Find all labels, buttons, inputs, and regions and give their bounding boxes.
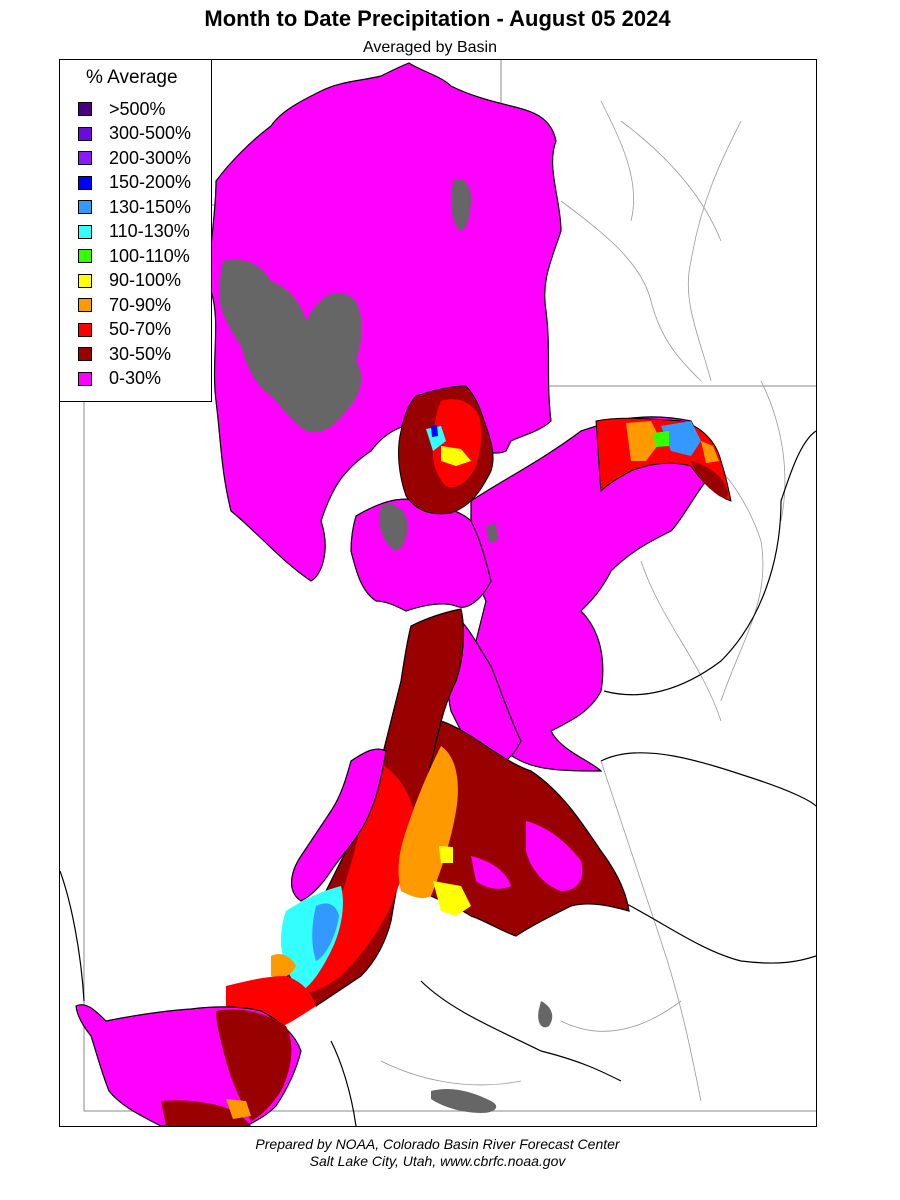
legend-swatch xyxy=(78,298,92,312)
map-credit: Prepared by NOAA, Colorado Basin River F… xyxy=(0,1136,875,1170)
legend-swatch xyxy=(78,371,92,386)
legend-item: 90-100% xyxy=(78,270,181,292)
west-central-basin xyxy=(350,498,492,612)
map-title: Month to Date Precipitation - August 05 … xyxy=(204,6,671,31)
legend-item: 300-500% xyxy=(78,123,191,145)
legend-label: 50-70% xyxy=(109,319,172,339)
legend-swatch xyxy=(78,175,92,190)
legend-label: 110-130% xyxy=(109,221,190,241)
legend-item: 110-130% xyxy=(78,221,190,243)
legend-label: 100-110% xyxy=(109,245,190,266)
legend-label: 30-50% xyxy=(109,343,172,364)
legend-item: 200-300% xyxy=(78,147,191,169)
legend-item: 130-150% xyxy=(78,196,191,218)
legend-swatch xyxy=(78,151,92,165)
legend-item: 70-90% xyxy=(78,294,171,316)
credit-line-1: Prepared by NOAA, Colorado Basin River F… xyxy=(255,1136,620,1152)
legend-item: 30-50% xyxy=(78,343,171,365)
legend-swatch xyxy=(78,224,92,239)
map-subtitle: Averaged by Basin xyxy=(362,39,497,56)
legend-label: 130-150% xyxy=(109,196,192,217)
legend-swatch xyxy=(78,249,92,263)
legend-title: % Average xyxy=(86,67,178,88)
west-ribbon xyxy=(291,748,387,902)
precipitation-map xyxy=(60,60,816,1126)
map-legend: % Average >500% 300-500% 200-300% 150-200% 1… xyxy=(60,60,212,402)
legend-label: 90-100% xyxy=(109,270,182,290)
map-area[interactable]: % Average >500% 300-500% 200-300% 150-200% 1… xyxy=(59,59,817,1127)
legend-label: 70-90% xyxy=(109,294,172,315)
legend-item: >500% xyxy=(78,98,166,120)
credit-line-2: Salt Lake City, Utah, www.cbrfc.noaa.gov xyxy=(309,1153,566,1169)
legend-label: 150-200% xyxy=(109,172,192,192)
legend-swatch xyxy=(78,322,92,337)
legend-swatch xyxy=(78,347,92,361)
legend-item: 50-70% xyxy=(78,319,171,341)
legend-label: 200-300% xyxy=(109,147,192,168)
legend-label: >500% xyxy=(109,98,166,119)
legend-swatch xyxy=(78,102,92,116)
no-data-areas xyxy=(219,179,553,1113)
legend-swatch xyxy=(78,200,92,214)
rivers xyxy=(380,100,786,1102)
legend-label: 300-500% xyxy=(109,123,192,143)
legend-swatch xyxy=(78,126,92,141)
basin-regions xyxy=(75,62,732,1126)
legend-label: 0-30% xyxy=(109,368,162,388)
north-basin xyxy=(209,62,562,582)
legend-item: 150-200% xyxy=(78,172,191,194)
legend-item: 100-110% xyxy=(78,245,190,267)
legend-item: 0-30% xyxy=(78,368,161,390)
basin-outlines xyxy=(60,430,816,1126)
legend-swatch xyxy=(78,273,92,288)
